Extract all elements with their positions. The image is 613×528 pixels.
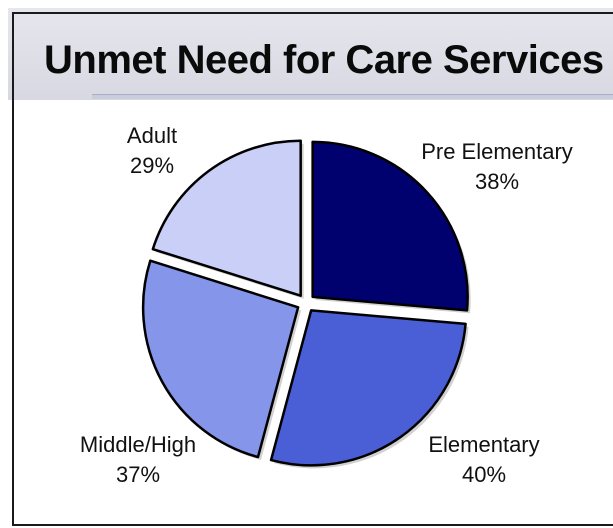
label-elementary: Elementary 40% [428,430,539,490]
slice-name: Middle/High [79,432,197,457]
slice-percent: 40% [461,462,507,487]
slice-percent: 38% [474,169,520,194]
slice-percent: 29% [129,153,175,178]
label-adult: Adult 29% [127,121,177,181]
slice-name: Adult [126,123,178,148]
content-border [12,96,613,526]
chart-title: Unmet Need for Care Services [44,38,604,82]
title-bar-border [12,12,613,96]
title-divider [92,94,613,99]
label-pre-elementary: Pre Elementary 38% [421,137,573,197]
slice-name: Pre Elementary [421,139,573,164]
pie-slice-middle-high [141,259,300,459]
label-middle-high: Middle/High 37% [80,430,196,490]
pie-slice-elementary [269,309,467,467]
slice-percent: 37% [115,462,161,487]
pie-slice-pre-elementary [311,140,469,312]
slice-name: Elementary [428,432,540,457]
title-bar-background [8,8,613,100]
pie-slice-adult [151,139,302,297]
